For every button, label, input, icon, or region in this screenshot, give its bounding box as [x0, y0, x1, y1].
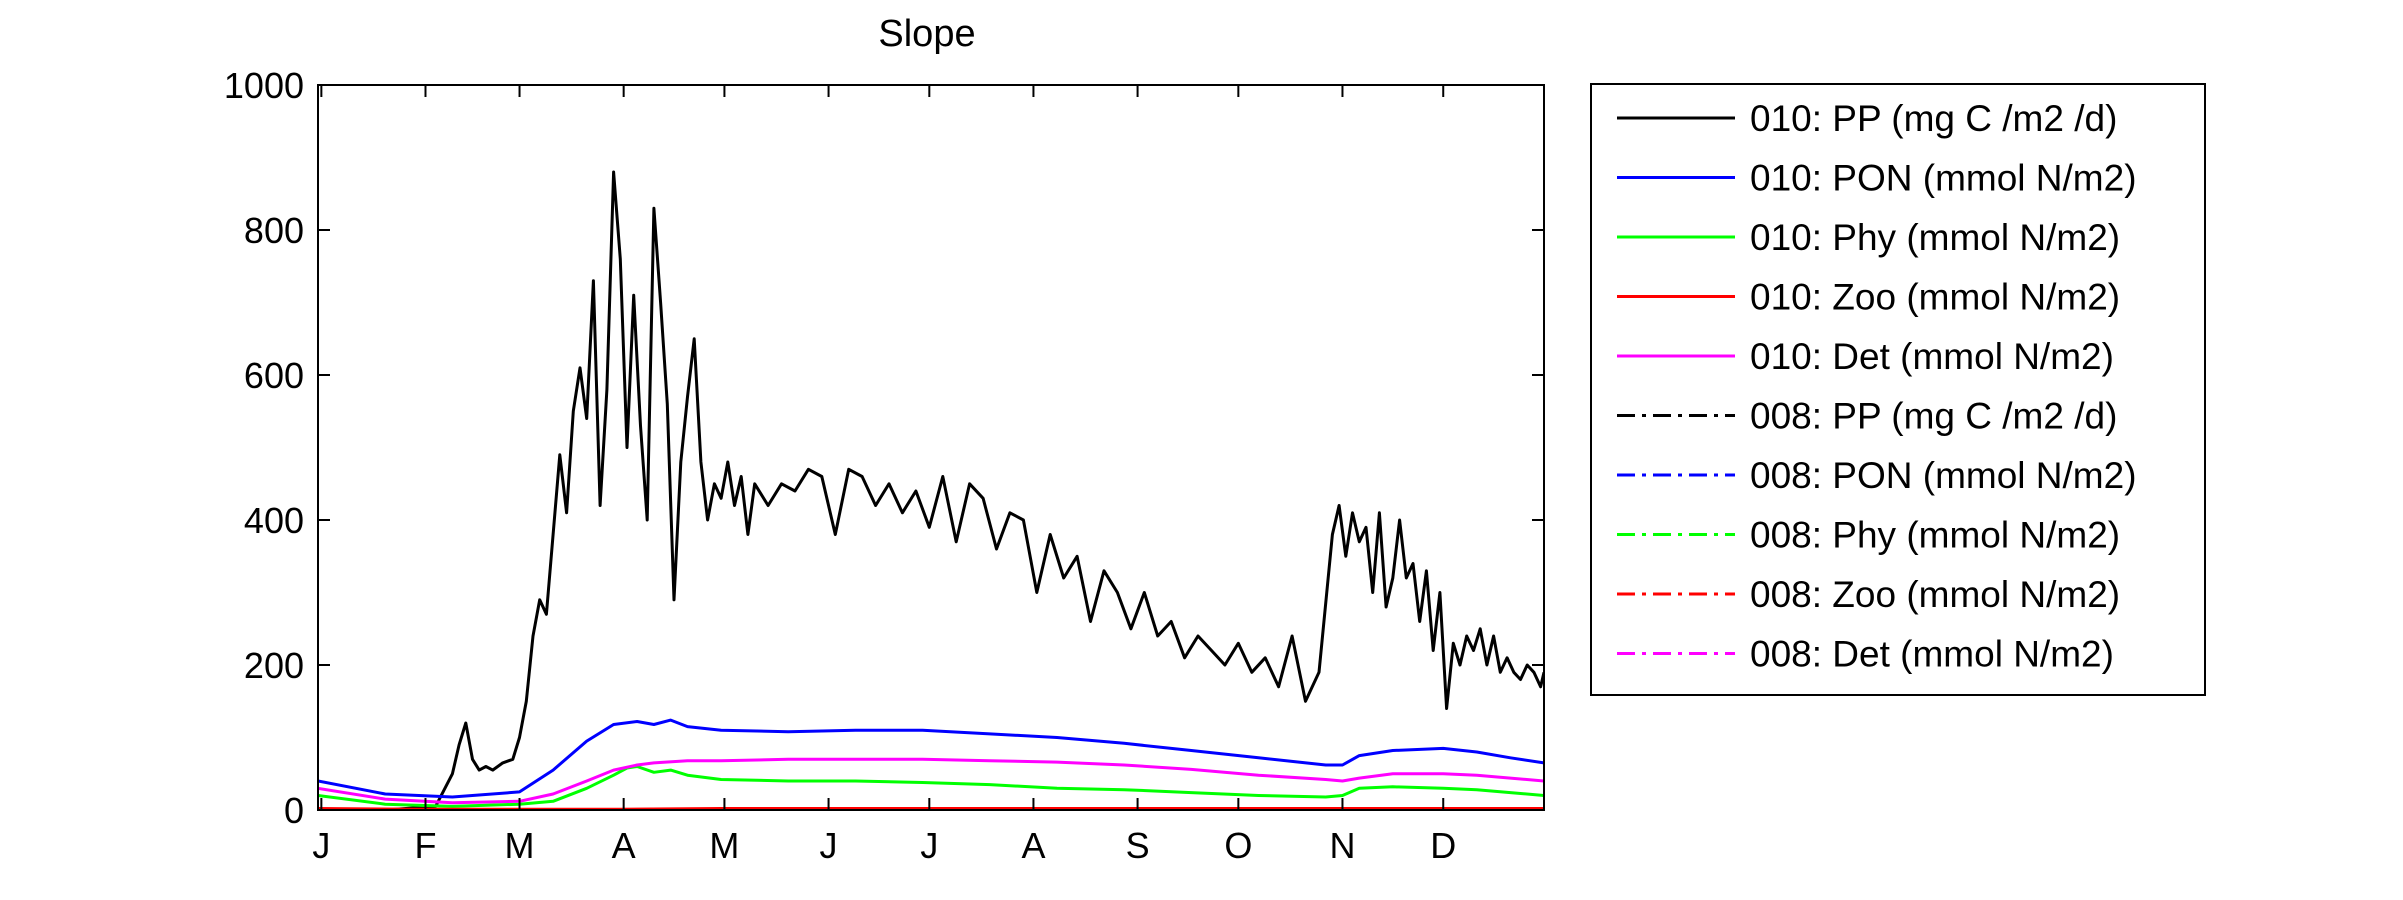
x-tick-label: O [1224, 825, 1252, 866]
x-tick-label: A [1021, 825, 1045, 866]
x-tick-label: A [612, 825, 636, 866]
legend-item: 010: Det (mmol N/m2) [1617, 336, 2114, 377]
legend-items: 010: PP (mg C /m2 /d) 010: PON (mmol N/m2… [1617, 98, 2137, 675]
x-tick-label: M [709, 825, 739, 866]
legend-label: 010: Phy (mmol N/m2) [1750, 217, 2120, 258]
legend-item: 010: Zoo (mmol N/m2) [1617, 277, 2120, 318]
x-tick-label: M [505, 825, 535, 866]
y-tick-label: 800 [244, 210, 304, 251]
legend-label: 008: PP (mg C /m2 /d) [1750, 396, 2117, 437]
x-tick-label: J [920, 825, 938, 866]
legend-label: 008: Zoo (mmol N/m2) [1750, 574, 2120, 615]
x-tick-label: F [414, 825, 436, 866]
chart-title: Slope [878, 13, 975, 55]
legend-item: 010: PP (mg C /m2 /d) [1617, 98, 2117, 139]
plot-area: 0 200 400 600 800 1000 J F M A M J J A S O N D [224, 65, 1545, 866]
series-line-0 [318, 170, 1544, 810]
x-tick-label: N [1329, 825, 1355, 866]
legend-item: 008: Det (mmol N/m2) [1617, 634, 2114, 675]
legend-label: 010: PON (mmol N/m2) [1750, 158, 2137, 199]
plot-background [318, 85, 1544, 810]
legend-item: 010: PON (mmol N/m2) [1617, 158, 2137, 199]
legend-item: 008: Zoo (mmol N/m2) [1617, 574, 2120, 615]
plot-frame [317, 84, 1545, 811]
y-tick-label: 600 [244, 355, 304, 396]
x-tick-label: J [312, 825, 330, 866]
legend-item: 008: PON (mmol N/m2) [1617, 455, 2137, 496]
legend-item: 010: Phy (mmol N/m2) [1617, 217, 2120, 258]
y-axis: 0 200 400 600 800 1000 [224, 65, 1544, 831]
legend-label: 008: Phy (mmol N/m2) [1750, 515, 2120, 556]
legend-item: 008: PP (mg C /m2 /d) [1617, 396, 2117, 437]
legend-item: 008: Phy (mmol N/m2) [1617, 515, 2120, 556]
legend-label: 008: Det (mmol N/m2) [1750, 634, 2114, 675]
legend-label: 008: PON (mmol N/m2) [1750, 455, 2137, 496]
legend-label: 010: Zoo (mmol N/m2) [1750, 277, 2120, 318]
legend-label: 010: Det (mmol N/m2) [1750, 336, 2114, 377]
legend: 010: PP (mg C /m2 /d) 010: PON (mmol N/m2… [1590, 83, 2206, 696]
y-tick-label: 0 [284, 790, 304, 831]
x-tick-label: D [1430, 825, 1456, 866]
y-tick-label: 1000 [224, 65, 304, 106]
series-line-4 [318, 757, 1544, 805]
y-tick-label: 400 [244, 500, 304, 541]
legend-label: 010: PP (mg C /m2 /d) [1750, 98, 2117, 139]
series-line-2 [318, 765, 1544, 808]
series-line-1 [318, 718, 1544, 799]
y-tick-label: 200 [244, 645, 304, 686]
x-tick-label: J [820, 825, 838, 866]
x-tick-label: S [1126, 825, 1150, 866]
